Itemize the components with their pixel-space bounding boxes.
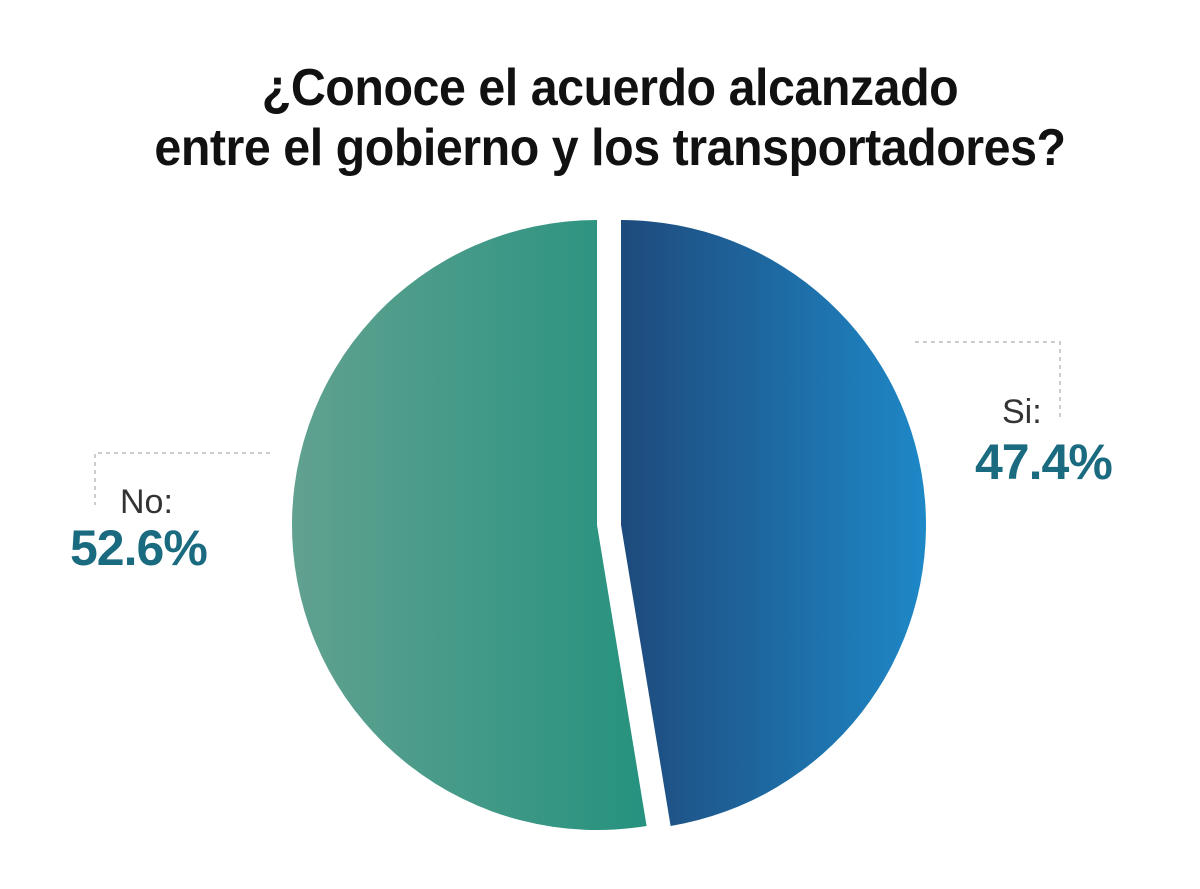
slice-label-si: Si: <box>1002 393 1042 431</box>
slice-value-si: 47.4% <box>975 434 1113 490</box>
pie-slice-si <box>621 219 927 826</box>
leader-line-si <box>915 341 1061 420</box>
chart-title: ¿Conoce el acuerdo alcanzado entre el go… <box>43 58 1178 178</box>
slice-label-no: No: <box>120 483 173 521</box>
chart-title-line-2: entre el gobierno y los transportadores? <box>154 119 1066 177</box>
chart-title-line-1: ¿Conoce el acuerdo alcanzado <box>261 59 959 117</box>
slice-value-no: 52.6% <box>70 520 208 576</box>
leader-line-no <box>94 452 270 505</box>
pie-slice-no <box>292 220 647 830</box>
